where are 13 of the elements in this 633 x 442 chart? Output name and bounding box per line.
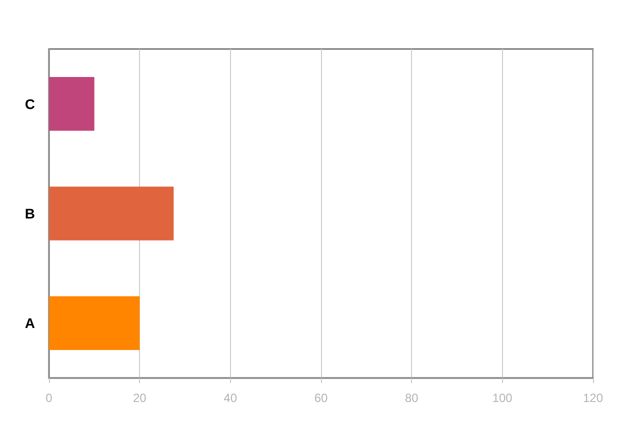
y-tick-label: A xyxy=(24,315,35,332)
x-tick-label: 100 xyxy=(492,391,513,405)
x-tick-label: 60 xyxy=(314,391,328,405)
x-tick-label: 20 xyxy=(132,391,147,405)
x-tick-label: 80 xyxy=(404,391,419,405)
y-tick-label: C xyxy=(24,96,35,112)
bar xyxy=(49,76,94,131)
x-tick-label: 120 xyxy=(582,391,604,405)
x-tick-label: 0 xyxy=(46,391,53,405)
bar xyxy=(49,296,140,350)
x-tick-label: 40 xyxy=(224,391,238,405)
y-tick-label: B xyxy=(24,206,35,222)
bar xyxy=(49,186,174,240)
